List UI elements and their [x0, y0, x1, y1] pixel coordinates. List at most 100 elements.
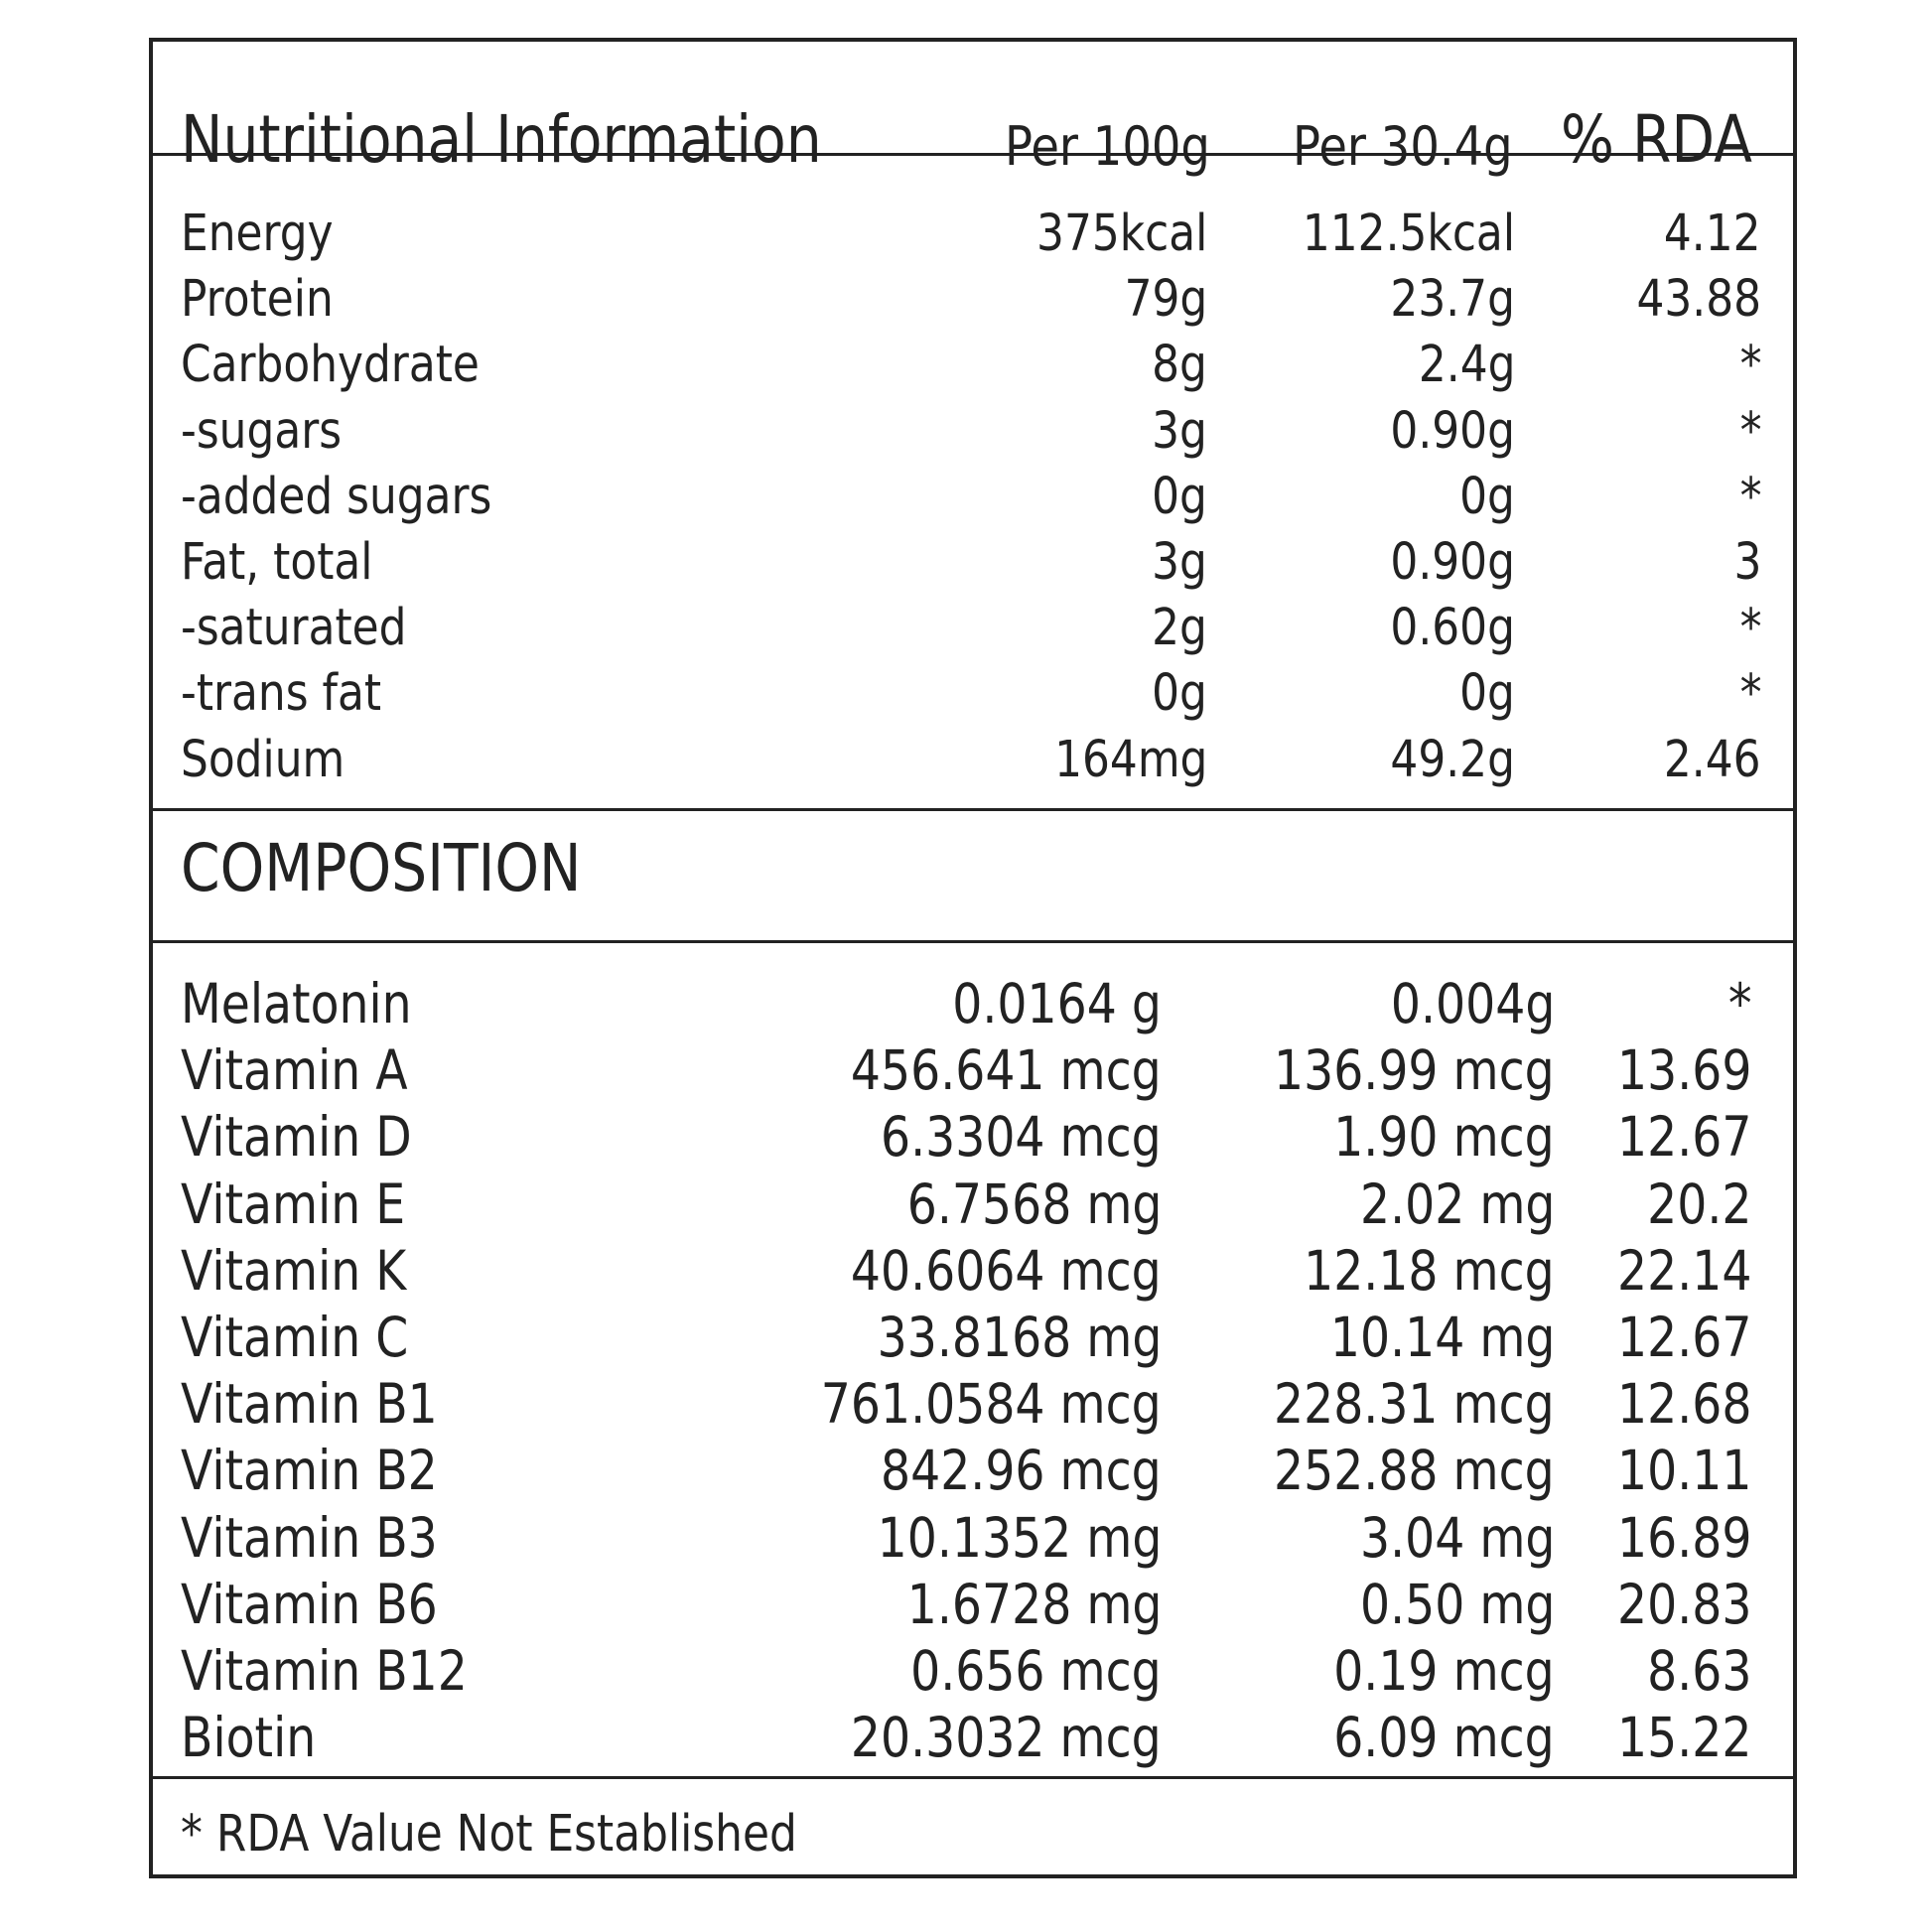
nutrition-label: Nutritional Information Per 100g Per 30.… [149, 38, 1797, 1878]
component-name: Vitamin C [181, 1306, 409, 1369]
nutrient-per-serving: 49.2g [1390, 730, 1515, 789]
composition-heading: COMPOSITION [181, 830, 582, 906]
component-per-serving: 2.02 mg [1359, 1172, 1555, 1236]
nutrition-row: Protein 79g 23.7g 43.88 [153, 274, 1793, 340]
composition-row: Vitamin E 6.7568 mg 2.02 mg 20.2 [153, 1172, 1793, 1243]
nutrient-rda: * [1739, 664, 1761, 724]
composition-row: Biotin 20.3032 mcg 6.09 mcg 15.22 [153, 1711, 1793, 1776]
component-rda: 8.63 [1646, 1639, 1751, 1703]
composition-row: Vitamin B3 10.1352 mg 3.04 mg 16.89 [153, 1505, 1793, 1577]
nutrition-row: -sugars 3g 0.90g * [153, 406, 1793, 472]
component-name: Vitamin B1 [181, 1372, 438, 1437]
nutrient-rda: 2.46 [1664, 730, 1761, 789]
nutrient-name: Energy [181, 205, 334, 263]
nutrition-row: Carbohydrate 8g 2.4g * [153, 340, 1793, 405]
component-per-serving: 3.04 mg [1359, 1505, 1555, 1570]
component-rda: 12.68 [1616, 1372, 1751, 1437]
nutrition-row: -saturated 2g 0.60g * [153, 603, 1793, 668]
nutrient-per-serving: 23.7g [1390, 270, 1515, 330]
nutrient-name: -sugars [181, 401, 343, 461]
composition-row: Vitamin K 40.6064 mcg 12.18 mcg 22.14 [153, 1238, 1793, 1310]
component-per-serving: 252.88 mcg [1274, 1439, 1555, 1503]
nutrient-name: Fat, total [181, 533, 373, 592]
component-rda: 22.14 [1616, 1238, 1751, 1303]
component-per-serving: 0.19 mcg [1333, 1639, 1555, 1703]
nutrient-rda: 43.88 [1636, 270, 1761, 330]
component-per-serving: 10.14 mg [1329, 1306, 1555, 1369]
nutrient-rda: * [1739, 336, 1761, 395]
nutrient-rda: * [1739, 599, 1761, 658]
nutrient-name: -saturated [181, 599, 407, 658]
column-header-per-serving: Per 30.4g [1293, 115, 1513, 178]
component-per-serving: 0.004g [1390, 972, 1555, 1035]
nutrition-row: Fat, total 3g 0.90g 3 [153, 537, 1793, 603]
nutrient-rda: * [1739, 467, 1761, 526]
component-rda: 12.67 [1616, 1306, 1751, 1369]
column-header-rda: % RDA [1561, 101, 1752, 178]
component-per100: 6.7568 mg [906, 1172, 1162, 1236]
component-per100: 1.6728 mg [906, 1572, 1162, 1636]
nutrient-name: -added sugars [181, 467, 492, 526]
component-per100: 0.656 mcg [910, 1639, 1162, 1703]
composition-row: Vitamin B1 761.0584 mcg 228.31 mcg 12.68 [153, 1377, 1793, 1443]
nutrient-per-serving: 0g [1459, 467, 1515, 526]
nutrient-name: Protein [181, 270, 334, 330]
label-title: Nutritional Information [181, 101, 822, 178]
component-name: Vitamin D [181, 1105, 412, 1170]
nutrition-row: Energy 375kcal 112.5kcal 4.12 [153, 208, 1793, 274]
component-name: Vitamin B12 [181, 1639, 468, 1703]
composition-row: Vitamin C 33.8168 mg 10.14 mg 12.67 [153, 1311, 1793, 1376]
component-per100: 761.0584 mcg [821, 1372, 1162, 1437]
component-per100: 40.6064 mcg [851, 1238, 1162, 1303]
component-rda: 20.2 [1646, 1172, 1751, 1236]
nutrient-per100: 375kcal [1035, 205, 1207, 263]
nutrient-per100: 79g [1124, 270, 1207, 330]
component-per100: 6.3304 mcg [881, 1105, 1162, 1170]
nutrient-name: Carbohydrate [181, 336, 480, 395]
composition-row: Vitamin A 456.641 mcg 136.99 mcg 13.69 [153, 1043, 1793, 1109]
nutrient-name: Sodium [181, 730, 345, 789]
component-name: Vitamin B6 [181, 1572, 438, 1636]
nutrient-per100: 0g [1152, 664, 1207, 724]
component-per100: 456.641 mcg [851, 1038, 1162, 1103]
component-per-serving: 228.31 mcg [1274, 1372, 1555, 1437]
nutrient-per100: 164mg [1053, 730, 1207, 789]
component-per-serving: 0.50 mg [1359, 1572, 1555, 1636]
composition-divider [153, 940, 1793, 943]
component-per100: 20.3032 mcg [851, 1706, 1162, 1770]
component-per-serving: 12.18 mcg [1304, 1238, 1555, 1303]
component-per-serving: 136.99 mcg [1274, 1038, 1555, 1103]
component-name: Vitamin B2 [181, 1439, 438, 1503]
component-per100: 842.96 mcg [881, 1439, 1162, 1503]
composition-row: Vitamin B12 0.656 mcg 0.19 mcg 8.63 [153, 1644, 1793, 1710]
nutrient-rda: 4.12 [1664, 205, 1761, 263]
column-header-per100: Per 100g [1005, 115, 1210, 178]
component-name: Vitamin A [181, 1038, 408, 1103]
nutrition-row: Sodium 164mg 49.2g 2.46 [153, 735, 1793, 800]
nutrition-row: -trans fat 0g 0g * [153, 668, 1793, 734]
component-per-serving: 1.90 mcg [1333, 1105, 1555, 1170]
footnote-divider [153, 1776, 1793, 1779]
nutrient-rda: * [1739, 401, 1761, 461]
footnote: * RDA Value Not Established [181, 1805, 797, 1863]
component-per100: 0.0164 g [952, 972, 1162, 1035]
component-rda: 16.89 [1616, 1505, 1751, 1570]
component-rda: 10.11 [1616, 1439, 1751, 1503]
nutrient-per-serving: 0.90g [1390, 533, 1515, 592]
nutrition-divider [153, 808, 1793, 811]
composition-row: Vitamin B6 1.6728 mg 0.50 mg 20.83 [153, 1572, 1793, 1643]
component-rda: 15.22 [1616, 1706, 1751, 1770]
component-rda: 12.67 [1616, 1105, 1751, 1170]
nutrient-per100: 0g [1152, 467, 1207, 526]
component-per-serving: 6.09 mcg [1333, 1706, 1555, 1770]
nutrient-per-serving: 0.60g [1390, 599, 1515, 658]
nutrient-per100: 3g [1152, 401, 1207, 461]
component-rda: 13.69 [1616, 1038, 1751, 1103]
component-name: Vitamin K [181, 1238, 407, 1303]
header-divider [153, 153, 1793, 156]
nutrient-per-serving: 0.90g [1390, 401, 1515, 461]
nutrient-per-serving: 112.5kcal [1302, 205, 1515, 263]
nutrient-name: -trans fat [181, 664, 382, 724]
component-rda: 20.83 [1616, 1572, 1751, 1636]
nutrient-per100: 8g [1152, 336, 1207, 395]
